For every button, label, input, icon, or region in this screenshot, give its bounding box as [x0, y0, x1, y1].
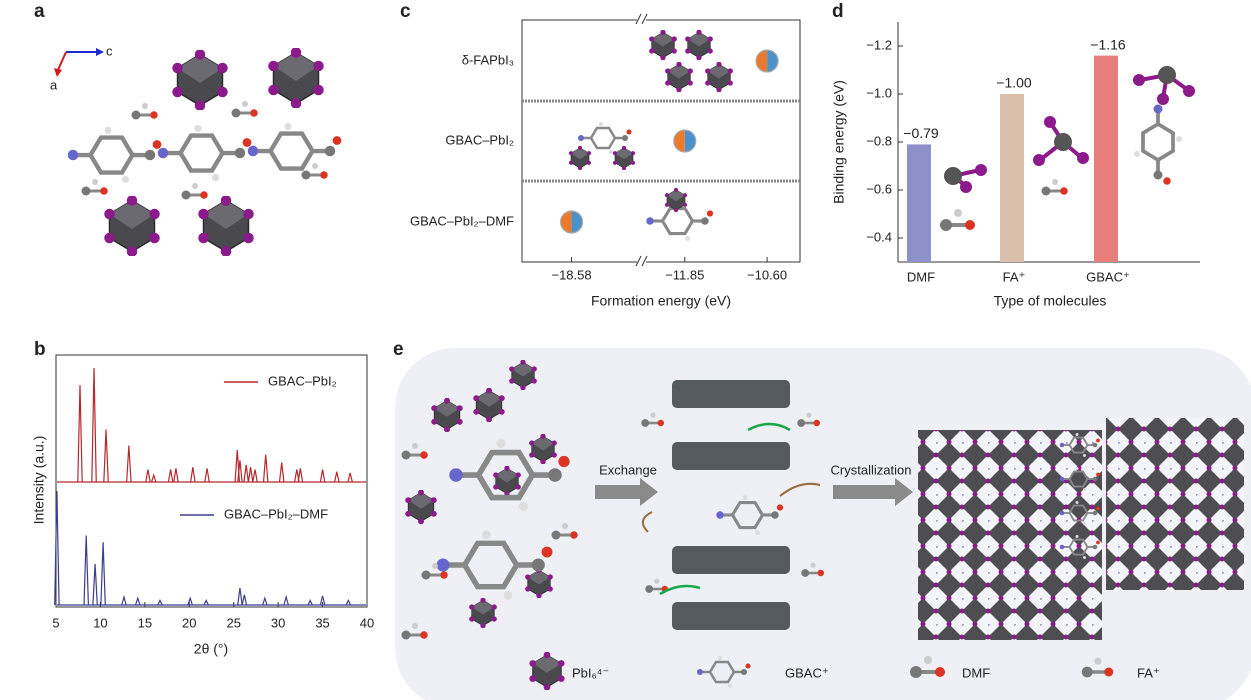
crystal-structure: [54, 48, 341, 256]
x-tick-label: 20: [182, 615, 196, 630]
step-label: Crystallization: [831, 462, 912, 477]
row-label: GBAC–PbI₂–DMF: [410, 213, 514, 228]
peak: [100, 542, 106, 606]
row-label: GBAC–PbI₂: [445, 132, 514, 147]
peak: [91, 367, 97, 483]
panel-label: a: [34, 1, 45, 22]
x-tick-label: −11.85: [665, 267, 704, 282]
axis-label: a: [50, 77, 58, 92]
legend-label: PbI₆⁴⁻: [572, 665, 609, 680]
peak: [345, 599, 352, 606]
x-tick-label: 35: [315, 615, 329, 630]
bar: [1000, 94, 1024, 262]
peak: [243, 464, 249, 483]
step-label: Exchange: [599, 462, 657, 477]
peak: [262, 454, 269, 483]
peak: [150, 473, 157, 483]
peak: [319, 469, 326, 483]
peak: [262, 596, 268, 606]
peak: [187, 596, 193, 606]
plot-frame: [55, 354, 368, 608]
peak: [204, 468, 210, 483]
bar: [907, 144, 931, 262]
peak: [237, 587, 243, 606]
legend-label: GBAC–PbI₂–DMF: [224, 506, 328, 521]
panel-label: c: [400, 1, 411, 22]
panel-label: d: [832, 1, 844, 22]
x-axis-label: Type of molecules: [994, 293, 1107, 309]
panel-label: e: [393, 339, 404, 360]
peak: [247, 467, 254, 483]
legend-label: DMF: [962, 665, 990, 680]
value-label: −0.79: [903, 125, 939, 141]
x-tick-label: GBAC⁺: [1086, 269, 1130, 284]
peak: [241, 594, 248, 606]
peak: [319, 595, 326, 606]
peak: [307, 599, 313, 606]
peak: [126, 445, 132, 483]
axis-label: c: [106, 43, 113, 58]
x-axis-label: 2θ (°): [194, 641, 228, 657]
peak: [347, 472, 353, 483]
molecule-sketch: [938, 66, 1195, 233]
peak: [145, 469, 151, 483]
energy-marker: [673, 129, 697, 153]
peak: [190, 467, 196, 483]
row-label: δ-FAPbI₃: [462, 52, 514, 67]
peak: [83, 535, 90, 606]
peak: [157, 599, 163, 606]
peak: [252, 469, 258, 483]
energy-marker: [755, 49, 779, 73]
peak: [92, 563, 98, 606]
y-tick-label: −1.2: [866, 37, 892, 52]
legend-label: FA⁺: [1137, 665, 1160, 680]
y-tick-label: −0.8: [866, 133, 892, 148]
legend-label: GBAC–PbI₂: [268, 373, 337, 388]
peak: [283, 594, 289, 606]
peak: [297, 468, 304, 483]
peak: [237, 460, 243, 483]
y-axis-label: Binding energy (eV): [831, 80, 847, 204]
x-tick-label: −18.58: [551, 267, 591, 282]
axis-break: [635, 13, 648, 267]
x-tick-label: 5: [52, 615, 59, 630]
x-tick-label: DMF: [907, 269, 935, 284]
x-tick-label: 10: [93, 615, 107, 630]
y-tick-label: −0.6: [866, 181, 892, 196]
value-label: −1.00: [996, 75, 1032, 91]
y-axis-label: Intensity (a.u.): [31, 436, 47, 525]
peak: [121, 594, 127, 606]
peak: [173, 468, 179, 483]
x-tick-label: −10.60: [747, 267, 787, 282]
peak: [77, 385, 83, 483]
x-tick-label: FA⁺: [1003, 269, 1026, 284]
x-tick-label: 30: [271, 615, 285, 630]
peak: [134, 596, 141, 606]
y-tick-label: −0.4: [866, 229, 892, 244]
peak: [167, 469, 174, 483]
panel-label: b: [34, 339, 46, 360]
bar: [1094, 55, 1118, 262]
plot-frame: [521, 19, 801, 263]
value-label: −1.16: [1090, 36, 1126, 52]
x-tick-label: 40: [360, 615, 374, 630]
peak: [103, 429, 109, 483]
peak: [54, 490, 60, 606]
structure-sketch: [568, 30, 734, 241]
y-tick-label: −1.0: [866, 85, 892, 100]
peak: [334, 471, 340, 483]
scheme-drawing: [400, 360, 1244, 691]
peak: [203, 599, 209, 606]
peak: [278, 462, 285, 483]
energy-marker: [559, 210, 584, 234]
legend-label: GBAC⁺: [785, 665, 829, 680]
x-tick-label: 25: [226, 615, 240, 630]
x-tick-label: 15: [138, 615, 152, 630]
x-axis-label: Formation energy (eV): [591, 293, 731, 309]
